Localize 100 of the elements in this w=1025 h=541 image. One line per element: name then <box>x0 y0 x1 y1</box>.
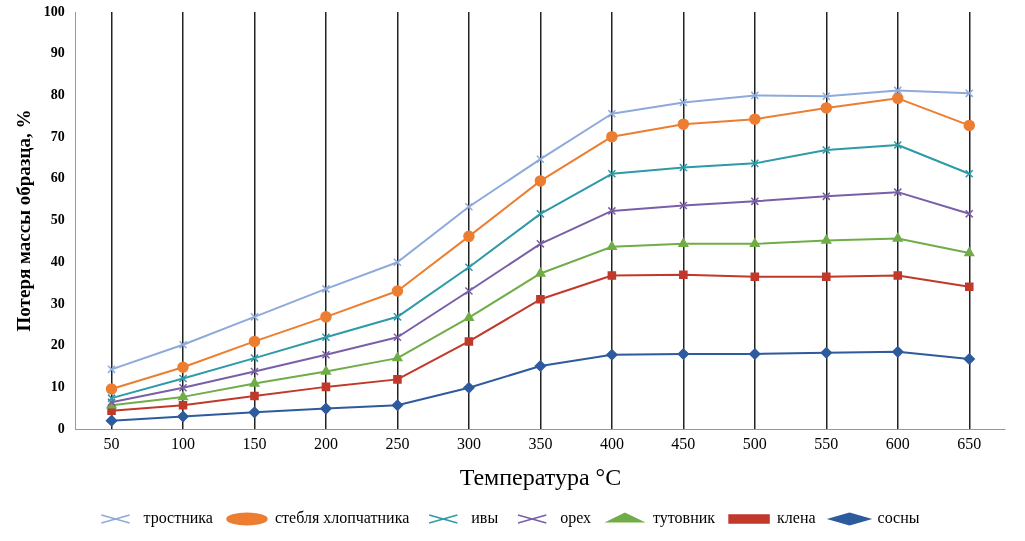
legend-label: тутовник <box>653 509 716 528</box>
point <box>749 238 760 248</box>
x-tick-label: 200 <box>313 434 338 452</box>
point <box>679 201 688 210</box>
point <box>107 365 116 374</box>
point <box>463 230 475 243</box>
point <box>391 285 404 297</box>
x-axis-title: Температура °C <box>459 463 622 490</box>
point <box>178 383 188 392</box>
point <box>392 352 403 362</box>
y-tick-label: 40 <box>50 253 65 269</box>
point <box>964 89 974 98</box>
point <box>964 169 974 179</box>
point <box>320 311 332 323</box>
point <box>536 295 545 304</box>
legend-label: клена <box>777 509 816 527</box>
point <box>536 239 545 249</box>
y-tick-label: 60 <box>50 170 65 186</box>
point <box>607 169 617 179</box>
legend-label: ивы <box>471 509 499 527</box>
point <box>464 286 474 296</box>
y-tick-label: 90 <box>50 45 65 61</box>
point <box>893 271 903 280</box>
point <box>678 238 689 248</box>
point <box>893 86 903 95</box>
x-tick-label: 600 <box>885 434 910 452</box>
legend-label: тростника <box>143 509 213 528</box>
point <box>248 406 261 419</box>
point <box>464 202 474 212</box>
point <box>393 257 402 267</box>
y-axis-title: Потеря массы образца, % <box>13 109 35 332</box>
x-tick-label: 100 <box>171 434 196 452</box>
x-tick-label: 550 <box>814 434 839 452</box>
y-tick-label: 0 <box>57 420 65 436</box>
point <box>892 92 904 105</box>
point <box>893 187 903 197</box>
point <box>822 272 831 282</box>
y-tick-label: 70 <box>50 128 65 144</box>
point <box>250 367 259 376</box>
point <box>677 348 690 360</box>
point <box>248 335 261 348</box>
point <box>964 247 975 257</box>
y-tick-label: 80 <box>50 87 65 103</box>
point <box>677 118 690 130</box>
point <box>750 197 760 206</box>
point <box>749 348 761 360</box>
point <box>177 361 189 374</box>
point <box>105 414 118 427</box>
point <box>463 311 474 321</box>
point <box>750 91 760 100</box>
y-tick-label: 100 <box>43 3 65 19</box>
y-tick-label: 10 <box>50 378 65 394</box>
point <box>892 346 904 358</box>
x-tick-label: 50 <box>103 434 120 452</box>
point <box>607 206 617 216</box>
x-tick-label: 450 <box>671 434 696 452</box>
point <box>249 377 260 387</box>
point <box>820 346 833 359</box>
point <box>178 374 188 383</box>
point <box>964 282 974 292</box>
point <box>963 119 976 132</box>
point <box>892 232 903 242</box>
point <box>607 109 617 119</box>
point <box>393 312 402 322</box>
point <box>178 340 188 350</box>
y-tick-label: 30 <box>50 295 65 311</box>
point <box>893 140 903 150</box>
x-tick-label: 250 <box>385 434 410 452</box>
x-tick-label: 150 <box>242 434 267 452</box>
point <box>320 365 332 375</box>
legend-label: стебля хлопчатника <box>274 509 410 527</box>
point <box>535 267 546 277</box>
point <box>321 332 331 342</box>
x-tick-label: 650 <box>957 434 982 452</box>
point <box>679 270 688 279</box>
x-tick-label: 300 <box>456 434 481 452</box>
point <box>679 98 688 107</box>
point <box>822 91 831 101</box>
legend-label: орех <box>560 509 592 528</box>
point <box>822 145 831 155</box>
point <box>963 353 976 365</box>
point <box>463 381 475 394</box>
point <box>750 272 760 282</box>
point <box>749 113 761 125</box>
x-tick-label: 400 <box>599 434 624 452</box>
point <box>393 375 402 384</box>
point <box>536 154 545 164</box>
point <box>464 337 474 346</box>
point <box>321 284 331 294</box>
point <box>320 402 332 415</box>
x-tick-label: 500 <box>742 434 767 452</box>
y-tick-label: 20 <box>50 337 65 353</box>
point <box>250 353 259 363</box>
point <box>820 102 833 114</box>
point <box>177 410 189 423</box>
point <box>534 175 547 187</box>
point <box>750 159 760 168</box>
x-tick-label: 350 <box>528 434 553 452</box>
point <box>321 350 331 360</box>
y-tick-label: 50 <box>50 212 65 228</box>
